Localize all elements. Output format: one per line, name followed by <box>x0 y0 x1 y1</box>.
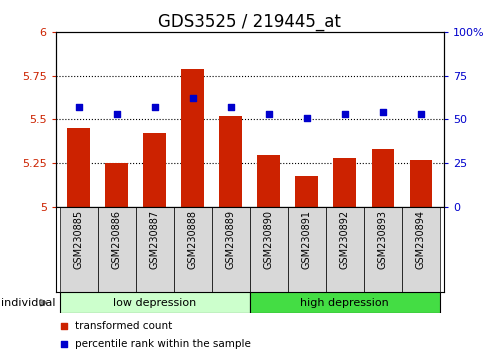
Point <box>188 96 196 101</box>
Bar <box>401 207 439 292</box>
Bar <box>325 207 363 292</box>
Bar <box>371 149 393 207</box>
Text: GSM230893: GSM230893 <box>377 210 387 269</box>
Bar <box>136 207 173 292</box>
Bar <box>295 176 318 207</box>
Bar <box>67 128 90 207</box>
Bar <box>287 207 325 292</box>
Text: GSM230887: GSM230887 <box>150 210 159 269</box>
Bar <box>249 292 439 313</box>
Bar <box>249 207 287 292</box>
Bar <box>143 133 166 207</box>
Text: GSM230894: GSM230894 <box>415 210 425 269</box>
Point <box>378 110 386 115</box>
Bar <box>408 160 431 207</box>
Bar <box>181 69 204 207</box>
Text: transformed count: transformed count <box>75 321 172 331</box>
Text: percentile rank within the sample: percentile rank within the sample <box>75 339 251 349</box>
Text: high depression: high depression <box>300 298 389 308</box>
Bar <box>219 116 242 207</box>
Point <box>264 112 272 117</box>
Text: GSM230890: GSM230890 <box>263 210 273 269</box>
Bar <box>212 207 249 292</box>
Point <box>75 104 82 110</box>
Text: GSM230889: GSM230889 <box>225 210 235 269</box>
Text: GSM230886: GSM230886 <box>111 210 121 269</box>
Bar <box>97 207 136 292</box>
Bar <box>257 155 280 207</box>
Point <box>151 104 158 110</box>
Text: GSM230891: GSM230891 <box>301 210 311 269</box>
Point <box>302 115 310 121</box>
Bar <box>173 207 212 292</box>
Point <box>416 112 424 117</box>
Bar <box>60 207 97 292</box>
Title: GDS3525 / 219445_at: GDS3525 / 219445_at <box>158 13 341 30</box>
Text: GSM230885: GSM230885 <box>74 210 83 269</box>
Text: individual: individual <box>1 298 55 308</box>
Point <box>112 112 120 117</box>
Bar <box>60 292 249 313</box>
Bar <box>105 163 128 207</box>
Text: low depression: low depression <box>113 298 196 308</box>
Point <box>60 323 67 329</box>
Point <box>227 104 234 110</box>
Text: GSM230888: GSM230888 <box>187 210 197 269</box>
Point <box>60 341 67 347</box>
Bar <box>363 207 401 292</box>
Point <box>340 112 348 117</box>
Text: GSM230892: GSM230892 <box>339 210 349 269</box>
Bar <box>333 158 356 207</box>
